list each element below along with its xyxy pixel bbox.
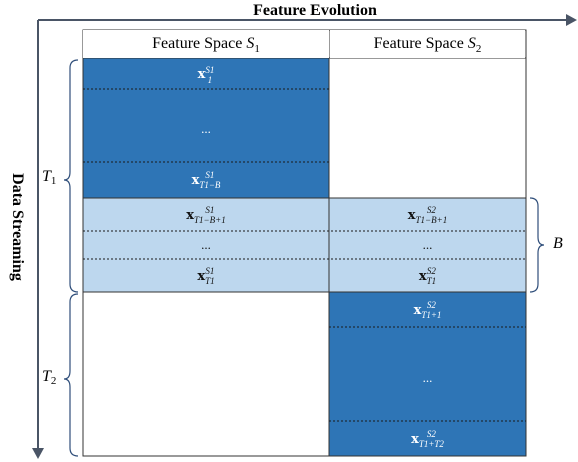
block-s1-only [83, 58, 329, 198]
feature-evolution-title: Feature Evolution [253, 2, 377, 19]
cell-overlap-s2-b-sup: S2 [426, 266, 436, 276]
cell-overlap-s1-a-sub: T1−B+1 [194, 215, 226, 225]
brace-label-b-sym: B [553, 235, 563, 252]
cell-s2-last-sup: S2 [426, 429, 436, 439]
cell-s1-tb-sup: S1 [205, 170, 215, 180]
cell-overlap-s2-a: x S2 T1−B+1 [407, 205, 448, 225]
cell-overlap-s1-b: x S1 T1 [197, 266, 215, 286]
dotted-separators [83, 88, 526, 422]
cell-s2-first: x S2 T1+1 [413, 300, 442, 320]
column-header-s2-sub: 2 [475, 43, 482, 56]
cell-s1-first: x S1 1 [197, 64, 215, 85]
cell-overlap-s1-dots: ... [201, 237, 211, 252]
cell-overlap-s2-a-sup: S2 [426, 205, 436, 215]
feature-evolution-arrowhead [566, 14, 577, 26]
cell-s1-tb-sub: T1−B [199, 180, 221, 190]
block-s2-only [329, 292, 526, 456]
cell-s2-last: x S2 T1+T2 [411, 429, 444, 449]
brace-label-t2-sub: 2 [50, 375, 57, 387]
cell-overlap-s2-a-sub: T1−B+1 [415, 215, 448, 225]
cell-s2-dots: ... [422, 370, 433, 385]
cell-overlap-s2-b-sub: T1 [426, 276, 437, 286]
brace-label-b: B [553, 235, 563, 253]
column-header-s1-label: Feature Space [152, 35, 247, 52]
cell-s1-dots: ... [201, 121, 211, 136]
brace-lines [63, 59, 545, 457]
column-header-s2: Feature Space S2 [330, 30, 525, 58]
brace-t2 [63, 293, 79, 457]
brace-label-t1-sub: 1 [50, 175, 57, 187]
cell-overlap-s1-a: x S1 T1−B+1 [186, 205, 226, 225]
cell-overlap-s2-b: x S2 T1 [418, 266, 437, 286]
cell-overlap-s2-dots: ... [422, 237, 433, 252]
cell-s1-first-sub: 1 [207, 74, 213, 85]
brace-label-t1-sym: T [42, 168, 51, 185]
cell-s2-last-sub: T1+T2 [418, 439, 444, 449]
cell-s1-tb: x S1 T1−B [191, 170, 221, 190]
column-header-s1: Feature Space S1 [83, 30, 329, 58]
cell-overlap-s1-b-sup: S1 [205, 266, 215, 276]
column-header-s1-sym: S [246, 35, 255, 52]
block-overlap [83, 198, 526, 292]
brace-b [529, 197, 545, 293]
column-header-s2-label: Feature Space [373, 35, 468, 52]
cell-s2-first-sup: S2 [426, 300, 436, 310]
cell-s2-first-sub: T1+1 [421, 310, 442, 320]
cell-overlap-s1-a-sup: S1 [205, 205, 215, 215]
brace-label-t2: T2 [42, 368, 56, 387]
data-streaming-arrowhead [32, 448, 44, 459]
brace-label-t2-sym: T [42, 368, 51, 385]
cell-s1-first-sup: S1 [205, 64, 215, 75]
data-streaming-title: Data Streaming [9, 173, 26, 281]
cell-overlap-s1-b-sub: T1 [205, 276, 215, 286]
brace-t1 [63, 59, 79, 293]
column-header-s1-sub: 1 [254, 43, 260, 56]
brace-label-t1: T1 [42, 168, 56, 187]
column-header-s2-sym: S [467, 35, 476, 52]
